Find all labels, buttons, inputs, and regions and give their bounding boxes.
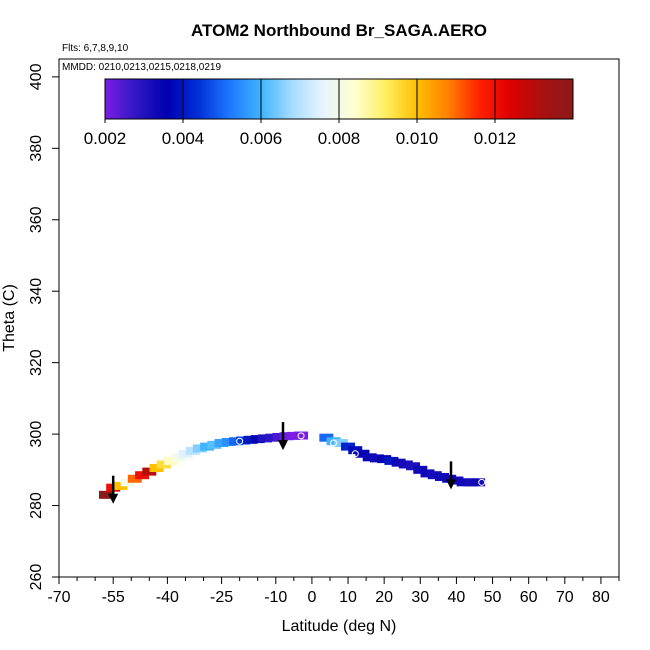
x-tick-label: 60 — [520, 589, 538, 606]
data-point — [257, 434, 272, 443]
data-point — [294, 431, 309, 440]
data-point — [221, 437, 236, 446]
open-circle-marker — [297, 432, 305, 440]
x-tick-label: 80 — [592, 589, 610, 606]
x-axis-label: Latitude (deg N) — [282, 618, 397, 635]
y-tick-label: 320 — [28, 349, 45, 376]
data-point — [272, 432, 287, 441]
y-axis-label: Theta (C) — [1, 284, 18, 352]
y-tick-label: 340 — [28, 278, 45, 305]
data-point — [120, 478, 135, 487]
data-point — [348, 446, 363, 455]
data-point — [98, 490, 113, 499]
arrow-head — [278, 440, 288, 451]
x-tick-label: -25 — [210, 589, 233, 606]
data-point — [471, 478, 486, 487]
data-point — [192, 444, 207, 453]
x-tick-label: -40 — [156, 589, 179, 606]
data-point — [434, 472, 449, 481]
open-circle-marker — [478, 478, 486, 486]
x-tick-label: -70 — [47, 589, 70, 606]
data-point — [127, 474, 142, 483]
open-circle-marker — [138, 482, 146, 490]
colorbar-tick-label: 0.008 — [318, 129, 361, 148]
x-tick-label: -55 — [102, 589, 125, 606]
plot-frame — [58, 58, 620, 578]
data-point — [171, 453, 186, 462]
flights-note: Flts: 6,7,8,9,10 — [62, 43, 129, 54]
data-point — [156, 460, 171, 469]
data-point — [377, 455, 392, 464]
data-point — [369, 454, 384, 463]
data-point — [362, 453, 377, 462]
y-tick-label: 280 — [28, 492, 45, 519]
data-point — [265, 433, 280, 442]
colorbar-tick-label: 0.004 — [162, 129, 205, 148]
y-tick-label: 300 — [28, 421, 45, 448]
data-point — [391, 458, 406, 467]
data-point — [398, 460, 413, 469]
arrow-head — [446, 479, 456, 490]
x-tick-label: -10 — [264, 589, 287, 606]
data-point — [135, 471, 150, 480]
open-circle-marker — [351, 450, 359, 458]
x-tick-label: 70 — [556, 589, 574, 606]
data-point — [236, 436, 251, 445]
arrow-head — [108, 493, 119, 504]
data-point — [286, 431, 301, 440]
data-point — [243, 435, 258, 444]
data-point — [229, 437, 244, 446]
colorbar-tick-label: 0.002 — [84, 129, 127, 148]
data-point — [326, 437, 341, 446]
x-tick-label: 20 — [375, 589, 393, 606]
data-point — [413, 465, 428, 474]
data-point — [427, 471, 442, 480]
y-tick-label: 380 — [28, 135, 45, 162]
data-point — [355, 449, 370, 458]
data-point — [214, 439, 229, 448]
arrows — [108, 422, 456, 504]
data-point — [442, 474, 457, 483]
data-point — [420, 469, 435, 478]
chart-title: ATOM2 Northbound Br_SAGA.AERO — [191, 21, 487, 40]
data-point — [250, 435, 265, 444]
open-circles — [138, 432, 486, 490]
open-circle-marker — [330, 439, 338, 447]
data-point — [113, 481, 128, 490]
data-point — [341, 442, 356, 451]
colorbar: 0.002 0.004 0.006 0.008 0.010 0.012 — [84, 78, 574, 148]
data-point — [333, 439, 348, 448]
data-point — [149, 464, 164, 473]
open-circle-marker — [236, 437, 244, 445]
data-point — [384, 456, 399, 465]
colorbar-tick-label: 0.010 — [396, 129, 439, 148]
x-tick-label: 0 — [307, 589, 316, 606]
dates-note: MMDD: 0210,0213,0215,0218,0219 — [62, 62, 221, 73]
y-axis: 260 280 300 320 340 360 380 400 — [28, 63, 59, 590]
x-axis: -70 -55 -40 -25 -10 0 10 20 30 40 50 60 70 80 — [47, 577, 620, 606]
data-point — [406, 462, 421, 471]
x-tick-label: 10 — [339, 589, 357, 606]
data-point — [463, 478, 478, 487]
data-point — [178, 449, 193, 458]
y-tick-label: 400 — [28, 63, 45, 90]
x-tick-label: 30 — [411, 589, 429, 606]
data-points — [98, 431, 486, 499]
data-point — [449, 476, 464, 485]
data-point — [319, 433, 334, 442]
data-point — [164, 456, 178, 465]
data-point — [207, 440, 222, 449]
y-tick-label: 360 — [28, 206, 45, 233]
colorbar-tick-label: 0.006 — [240, 129, 283, 148]
y-tick-label: 260 — [28, 564, 45, 591]
data-point — [456, 478, 471, 487]
x-tick-label: 50 — [484, 589, 502, 606]
data-point — [185, 446, 200, 455]
data-point — [200, 442, 215, 451]
colorbar-tick-label: 0.012 — [474, 129, 517, 148]
x-tick-label: 40 — [448, 589, 466, 606]
data-point — [279, 432, 294, 441]
data-point — [142, 467, 157, 476]
